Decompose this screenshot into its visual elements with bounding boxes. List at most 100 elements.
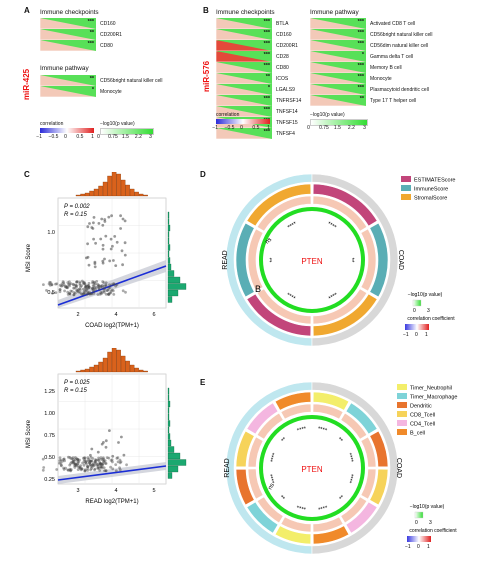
panel-c-bottom-top-hist-bar [120,355,126,373]
panel-c-bottom-right-hist-bar [167,439,172,447]
panel-c-top-right-hist-bar [167,289,179,297]
panel-c-bottom-point [100,465,104,469]
panel-c-top-right-hist-bar [167,224,171,232]
panel-e-significance: ** [280,491,288,499]
panel-c-bottom-xtick-2: 5 [152,488,155,494]
panel-c-bottom-ytick-1: 0.50 [44,455,55,461]
panel-c-bottom-point [104,462,107,465]
panel-b-checkpoint-row: *** TNFSF4 [216,128,295,139]
panel-c-top-point [87,286,91,289]
panel-c-bottom-point [94,458,98,462]
panel-c-top-point [110,214,113,218]
panel-c-top-point [104,283,108,287]
panel-c-bottom-point [86,467,89,470]
panel-c-top-top-hist-bar [143,194,148,197]
panel-c-bottom-top-hist-bar [138,369,144,373]
panel-c-bottom-top-hist-bar [134,367,139,373]
panel-c-bottom-point [116,456,120,459]
panel-c-top-point [114,284,118,288]
panel-e-right-label: COAD [395,458,402,478]
panel-c-top-point [86,284,90,287]
panel-d-legend-label: ImmuneScore [414,187,448,193]
panel-c-bottom-top-hist-bar [75,370,81,373]
panel-c-top-point [75,280,78,284]
panel-c-top-point [66,281,70,284]
panel-c-bottom-point [84,461,87,464]
panel-c-top-point [84,284,88,288]
panel-c-top-point [59,284,63,288]
panel-e-category-band [369,430,389,468]
panel-b-pathway-tile [310,29,366,40]
panel-b-checkpoint-tile [216,62,272,73]
panel-c-bottom-point [81,461,84,465]
panel-e-legend-swatch [397,411,407,417]
panel-b-corr-tick: −0.5 [224,125,235,131]
panel-c-bottom-point [75,457,78,460]
panel-c-top-point [88,292,91,296]
panel-e-correlation-band [360,436,377,468]
panel-c-bottom-point [93,460,97,463]
panel-c-bottom-right-hist-bar [167,459,187,466]
panel-e-category-band [274,391,312,411]
panel-c-bottom-right-hist-bar [167,394,170,401]
panel-c-top-point [54,282,57,286]
panel-c-bottom-point [107,456,111,460]
panel-d-legend-swatch [401,176,411,182]
panel-e-significance: **** [297,426,308,434]
panel-c-top-point [87,281,91,285]
panel-c-top-point [103,257,106,261]
panel-c-top-ytick-0: 0.5 [47,290,55,296]
panel-c-bottom-point [102,466,106,470]
panel-c-bottom-point [86,465,90,469]
panel-c-top-point [84,285,88,289]
panel-a-pathway-row: * Monocyte [40,86,122,97]
panel-b-pathway-label: Monocyte [370,76,392,82]
panel-c-bottom-point [74,458,77,461]
panel-c-bottom-point [91,464,95,468]
panel-b-p-tick: 1.5 [333,125,341,131]
panel-c-top-point [68,291,71,295]
panel-b-p-legend-title: −log10(p value) [310,112,345,118]
panel-b-pathway-heatmap: *** Activated CD8 T cell *** CD56bright nat… [310,18,433,106]
panel-c-bottom-right-hist-bar [167,446,175,453]
panel-c-top-point [109,237,113,241]
panel-c-bottom-point [86,469,89,472]
panel-e-corr-tick-0: −1 [405,544,411,550]
panel-c-top-point [75,284,78,287]
panel-c-bottom-point [118,458,122,462]
panel-c-top-point [77,290,80,294]
panel-b-p-tick: 0 [307,125,310,131]
panel-c-bottom-point [104,445,108,449]
panel-b-corr-ticks: −1 −0.5 0 0.5 1 [212,125,274,133]
panel-c-bottom-point [94,458,97,461]
panel-d-category-band [312,293,378,337]
panel-c-top-point [93,280,96,284]
panel-c-bottom-ytick-3: 1.00 [44,411,55,417]
panel-d-category-band [235,222,255,298]
panel-c-bottom-point [86,465,89,469]
panel-c-top-point [76,289,79,293]
panel-a-checkpoint-label: CD200R1 [100,32,122,38]
panel-e-category-band [345,501,378,534]
panel-c-bottom-point [62,466,65,470]
panel-d-corr-title: correlation coefficient [407,316,455,322]
panel-c-top-point [101,286,105,290]
panel-c-bottom-point [96,450,100,454]
panel-b-checkpoint-significance: *** [263,52,270,58]
panel-c-top-point [114,264,118,267]
panel-c-top-point [107,293,110,296]
panel-b-checkpoint-row: *** TNFRSF14 [216,95,301,106]
panel-c-bottom-point [93,463,96,467]
panel-c-bottom-point [117,441,120,444]
panel-e-p-tick-1: 3 [429,520,432,526]
panel-c-bottom-top-hist-bar [129,364,135,373]
panel-c-top-scatter: P = 0.002 R = 0.15 MSI Score COAD log2(T… [26,172,187,329]
panel-b-checkpoint-row: *** CD28 [216,51,289,62]
panel-c-top-point [99,285,103,288]
panel-c-top-point [112,282,115,286]
panel-c-top-point [91,280,95,283]
panel-b-pathway-label: Activated CD8 T cell [370,21,416,27]
panel-c-bottom-ytick-2: 0.75 [44,433,55,439]
panel-c-bottom-point [71,456,75,459]
panel-c-bottom-point [78,458,81,462]
